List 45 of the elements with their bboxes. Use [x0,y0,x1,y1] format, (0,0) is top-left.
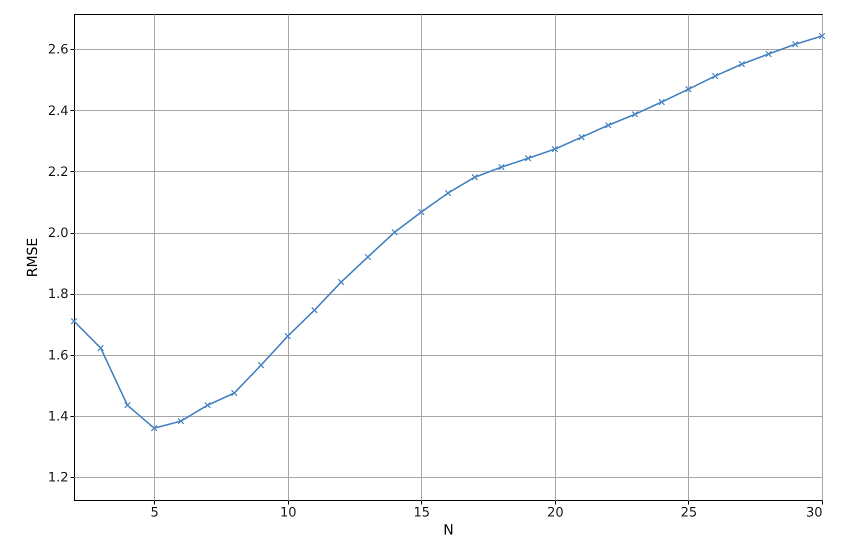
point [632,110,638,118]
point [524,154,532,162]
x-tick-label: 20 [547,506,564,520]
point [311,306,318,314]
y-axis-title: RMSE [24,238,41,278]
y-tick-label: 1.6 [48,348,68,364]
point [364,254,372,260]
point [338,278,344,286]
y-tick-label: 1.8 [48,287,68,302]
point [738,60,746,68]
point [658,98,666,106]
y-tick-label: 2.0 [48,226,68,242]
point [552,146,558,152]
x-tick-label: 5 [150,506,159,520]
y-tick-label: 2.6 [48,42,68,58]
y-tick-label: 1.4 [48,409,68,424]
point [818,32,826,40]
point [124,402,131,409]
point [204,402,211,409]
point [418,208,425,216]
point [498,164,505,170]
point [444,190,452,196]
point [765,50,772,58]
point [712,72,718,80]
x-tick-label: 25 [680,506,698,520]
point [258,362,264,369]
point [70,318,78,325]
x-tick-label: 15 [414,506,430,520]
point [97,344,104,352]
point [284,332,292,340]
point [230,390,238,396]
y-tick-label: 2.4 [48,104,68,119]
x-tick-label: 30 [806,506,822,520]
point [578,134,585,141]
point [178,418,184,424]
point [685,86,692,93]
point [471,174,478,181]
point [150,424,158,432]
y-tick-label: 2.2 [48,164,68,180]
point [792,40,799,48]
x-axis-title: N [443,522,454,538]
point [391,228,398,236]
point [604,122,612,129]
x-tick-label: 10 [280,506,296,520]
y-tick-label: 1.2 [48,470,68,486]
